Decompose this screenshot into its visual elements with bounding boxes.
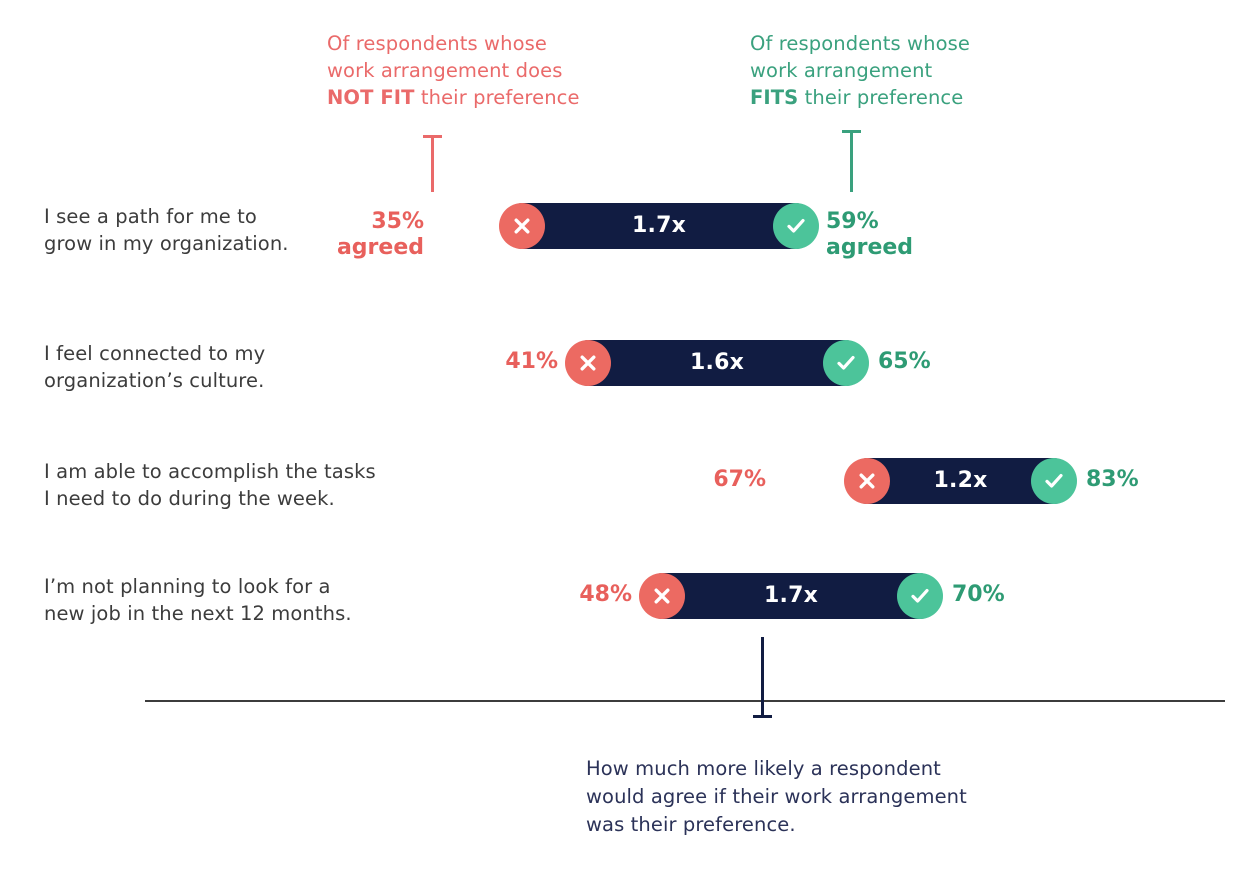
row-left-percent: 48% xyxy=(504,582,632,608)
bar-multiplier-label: 1.7x xyxy=(632,213,686,238)
row-statement-line2: new job in the next 12 months. xyxy=(44,602,352,625)
comparison-bar: 1.6x xyxy=(565,340,869,386)
check-circle-icon xyxy=(823,340,869,386)
bar-multiplier-label: 1.6x xyxy=(690,350,744,375)
check-circle-icon xyxy=(897,573,943,619)
callout-fits-line2: work arrangement xyxy=(750,59,933,82)
row-statement-line2: I need to do during the week. xyxy=(44,487,335,510)
bar-track xyxy=(500,203,818,249)
check-circle-icon xyxy=(773,203,819,249)
row-statement-line1: I see a path for me to xyxy=(44,205,257,228)
row-statement-line1: I am able to accomplish the tasks xyxy=(44,460,376,483)
row-left-percent: 41% xyxy=(430,349,558,375)
row-right-percent: 70% xyxy=(952,582,1092,608)
row-left-percent: 35% agreed xyxy=(296,209,424,261)
x-circle-icon xyxy=(499,203,545,249)
bar-track xyxy=(566,340,868,386)
callout-not-fit-line2: work arrangement does xyxy=(327,59,563,82)
callout-not-fit: Of respondents whose work arrangement do… xyxy=(327,30,637,111)
callout-not-fit-line1: Of respondents whose xyxy=(327,32,547,55)
row-left-percent-value: 41% xyxy=(505,349,558,374)
not-fit-pointer-icon xyxy=(423,135,442,192)
x-circle-icon xyxy=(844,458,890,504)
footnote-leader-line-icon xyxy=(753,637,772,718)
fits-pointer-icon xyxy=(842,130,861,192)
row-right-percent-value: 59% xyxy=(826,209,879,234)
callout-fits: Of respondents whose work arrangement FI… xyxy=(750,30,1010,111)
x-circle-icon xyxy=(639,573,685,619)
row-left-percent-value: 48% xyxy=(579,582,632,607)
callout-fits-line1: Of respondents whose xyxy=(750,32,970,55)
data-row: I’m not planning to look for a new job i… xyxy=(0,573,1240,663)
callout-not-fit-line3-rest: their preference xyxy=(414,86,580,109)
row-statement-line1: I feel connected to my xyxy=(44,342,266,365)
callout-not-fit-emphasis: NOT FIT xyxy=(327,86,415,109)
row-statement-line1: I’m not planning to look for a xyxy=(44,575,331,598)
comparison-bar: 1.2x xyxy=(844,458,1077,504)
row-left-percent-value: 67% xyxy=(713,467,766,492)
check-circle-icon xyxy=(1031,458,1077,504)
footnote-line1: How much more likely a respondent xyxy=(586,757,941,780)
row-right-percent: 59% agreed xyxy=(826,209,966,261)
row-statement-line2: organization’s culture. xyxy=(44,369,265,392)
row-statement: I am able to accomplish the tasks I need… xyxy=(44,458,404,512)
row-left-percent: 67% xyxy=(638,467,766,493)
callout-fits-emphasis: FITS xyxy=(750,86,799,109)
row-right-percent-sub: agreed xyxy=(826,235,914,260)
footnote-line2: would agree if their work arrangement xyxy=(586,785,967,808)
row-statement: I’m not planning to look for a new job i… xyxy=(44,573,394,627)
row-right-percent: 83% xyxy=(1086,467,1226,493)
row-right-percent-value: 83% xyxy=(1086,467,1139,492)
row-right-percent-value: 65% xyxy=(878,349,931,374)
row-right-percent: 65% xyxy=(878,349,1018,375)
comparison-bar: 1.7x xyxy=(639,573,943,619)
x-circle-icon xyxy=(565,340,611,386)
callout-fits-line3-rest: their preference xyxy=(798,86,964,109)
bar-multiplier-label: 1.7x xyxy=(764,583,818,608)
row-right-percent-value: 70% xyxy=(952,582,1005,607)
divider-rule xyxy=(145,700,1225,702)
footnote-line3: was their preference. xyxy=(586,813,796,836)
row-statement: I see a path for me to grow in my organi… xyxy=(44,203,374,257)
row-left-percent-sub: agreed xyxy=(336,235,424,260)
data-row: I feel connected to my organization’s cu… xyxy=(0,340,1240,430)
row-statement: I feel connected to my organization’s cu… xyxy=(44,340,374,394)
row-left-percent-value: 35% xyxy=(371,209,424,234)
bar-track xyxy=(640,573,942,619)
bar-multiplier-label: 1.2x xyxy=(933,468,988,493)
data-row: I see a path for me to grow in my organi… xyxy=(0,203,1240,293)
data-row: I am able to accomplish the tasks I need… xyxy=(0,458,1240,548)
comparison-bar: 1.7x xyxy=(499,203,819,249)
row-statement-line2: grow in my organization. xyxy=(44,232,289,255)
footnote-caption: How much more likely a respondent would … xyxy=(586,755,1006,839)
